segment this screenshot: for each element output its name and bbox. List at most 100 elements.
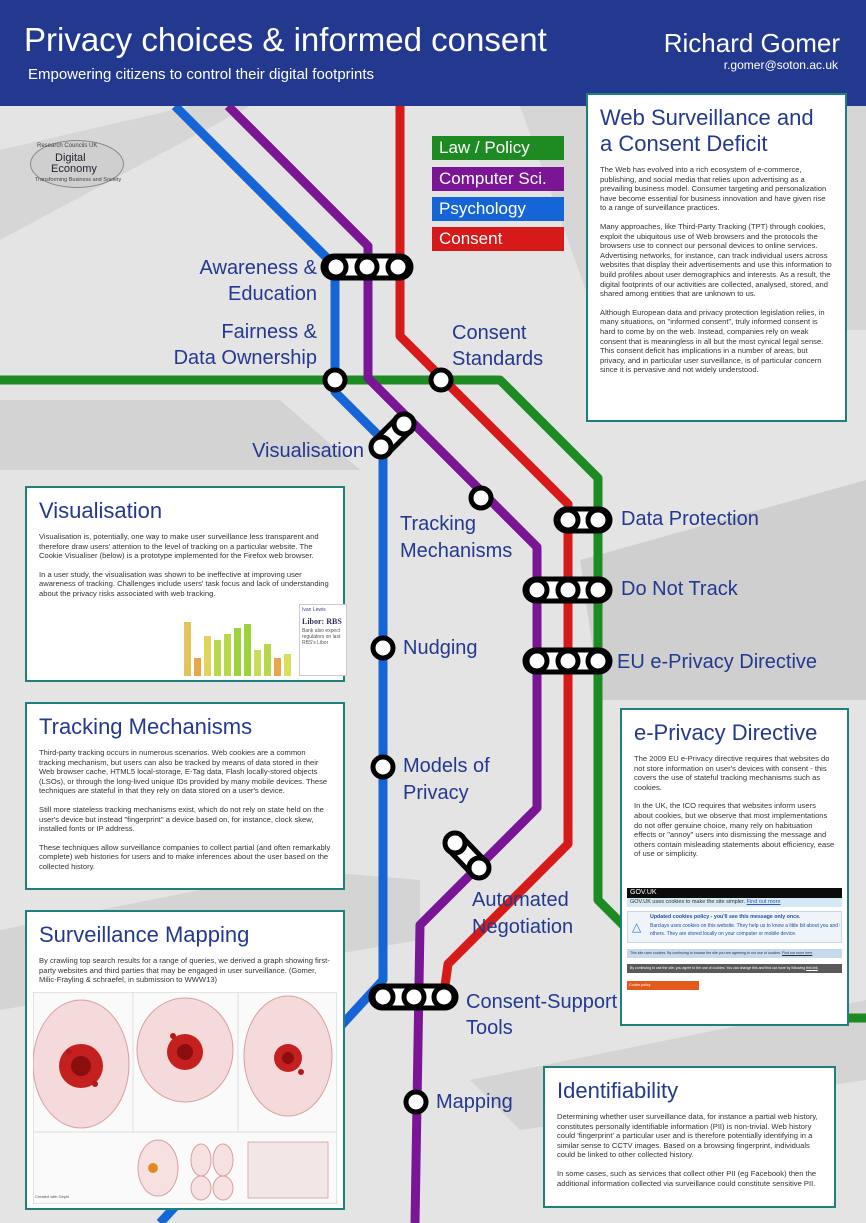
panel-paragraph: These techniques allow surveillance comp… bbox=[39, 842, 331, 871]
blue-line bbox=[156, 102, 388, 1223]
cookie-policy-bar: Cookie policy bbox=[627, 981, 842, 990]
panel-paragraph: In a user study, the visualisation was s… bbox=[39, 569, 329, 598]
label-data-protection: Data Protection bbox=[621, 508, 759, 530]
label-consent-standards-1: Consent bbox=[452, 322, 527, 344]
panel-tracking-mechanisms: Tracking Mechanisms Third-party tracking… bbox=[25, 702, 345, 890]
legend-psychology: Psychology bbox=[432, 197, 564, 221]
panel-paragraph: By crawling top search results for a ran… bbox=[39, 956, 330, 985]
thumb-text: regulators on last bbox=[302, 634, 341, 640]
panel-paragraph: Visualisation is, potentially, one way t… bbox=[39, 532, 319, 561]
dark-cookie-link[interactable]: this link bbox=[806, 966, 818, 970]
poster-title-text: Privacy choices & informed consent bbox=[24, 21, 547, 58]
interchange-awareness[interactable] bbox=[320, 253, 414, 281]
label-tracking-1: Tracking bbox=[400, 513, 476, 535]
logo-top-text: Research Councils UK bbox=[37, 143, 98, 149]
cookie-visualiser-bars bbox=[184, 622, 291, 676]
graph-caption: Created with Gephi bbox=[35, 1194, 70, 1199]
barclays-cookie-heading: Updated cookies policy - you'll see this… bbox=[650, 914, 801, 920]
panel-visualisation: Visualisation Visualisation is, potentia… bbox=[25, 486, 347, 682]
header-banner-overlay: Privacy choices & informed consent Empow… bbox=[0, 0, 866, 106]
station-nudging[interactable] bbox=[370, 635, 396, 661]
legend-computer-science: Computer Sci. bbox=[432, 167, 564, 191]
panel-paragraph: Many approaches, like Third-Party Tracki… bbox=[600, 221, 832, 299]
site-cookie-link[interactable]: Find out more here bbox=[782, 951, 813, 955]
panel-title-line2: a Consent Deficit bbox=[600, 131, 768, 156]
cookie-banner-examples: GOV.UK GOV.UK uses cookies to make the s… bbox=[627, 888, 842, 990]
govuk-cookie-text: GOV.UK uses cookies to make the site sim… bbox=[630, 899, 746, 905]
label-consent-support-1: Consent-Support bbox=[466, 991, 618, 1013]
thumb-text: Bank also expect bbox=[302, 628, 341, 634]
label-visualisation: Visualisation bbox=[252, 440, 364, 462]
station-mapping[interactable] bbox=[403, 1089, 429, 1115]
panel-paragraph: Although European data and privacy prote… bbox=[600, 307, 825, 375]
thumb-text: RBS's Libor bbox=[302, 640, 329, 646]
legend-consent: Consent bbox=[432, 227, 564, 251]
surveillance-graph-image bbox=[33, 992, 337, 1204]
panel-title: Visualisation bbox=[39, 498, 163, 523]
panel-paragraph: The 2009 EU e-Privacy directive requires… bbox=[634, 754, 830, 792]
label-tracking-2: Mechanisms bbox=[400, 540, 513, 562]
label-data-ownership: Data Ownership bbox=[173, 347, 317, 369]
background-band bbox=[580, 480, 866, 700]
panel-eprivacy-directive: e-Privacy Directive The 2009 EU e-Privac… bbox=[620, 708, 849, 1026]
interchange-data-protection[interactable] bbox=[553, 506, 613, 534]
panel-web-surveillance: Web Surveillance and a Consent Deficit Th… bbox=[586, 93, 847, 422]
govuk-banner-header: GOV.UK bbox=[627, 888, 842, 898]
news-thumbnail: Ivan Lewis Libor: RBS Bank also expect r… bbox=[299, 604, 347, 676]
barclays-cookie-text-2: others. They are stored locally on your … bbox=[650, 931, 797, 937]
panel-paragraph: Third-party tracking occurs in numerous … bbox=[39, 748, 328, 796]
station-consent-standards[interactable] bbox=[428, 367, 454, 393]
label-automated-2: Negotiation bbox=[472, 916, 574, 938]
interchange-eu-eprivacy[interactable] bbox=[522, 647, 613, 675]
label-consent-support-2: Tools bbox=[466, 1017, 513, 1039]
label-models-2: Privacy bbox=[403, 782, 469, 804]
purple-line bbox=[224, 102, 542, 1223]
govuk-find-out-more-link[interactable]: Find out more bbox=[746, 899, 781, 905]
logo-line2: Economy bbox=[51, 163, 97, 175]
author-name-text: Richard Gomer bbox=[663, 28, 840, 58]
dark-cookie-text: By continuing to use the site, you agree… bbox=[630, 966, 806, 970]
station-tracking[interactable] bbox=[468, 485, 494, 511]
site-cookie-banner: This site uses cookies. By continuing to… bbox=[627, 949, 842, 958]
panel-identifiability: Identifiability Determining whether user… bbox=[543, 1066, 836, 1208]
barclays-cookie-text: Barclays uses cookies on this website. T… bbox=[650, 923, 840, 929]
thumb-headline: Libor: RBS bbox=[302, 617, 342, 626]
interchange-visualisation[interactable] bbox=[368, 411, 417, 460]
panel-paragraph: Determining whether user surveillance da… bbox=[557, 1112, 818, 1160]
panel-title: Tracking Mechanisms bbox=[39, 714, 253, 739]
panel-surveillance-mapping: Surveillance Mapping By crawling top sea… bbox=[25, 910, 345, 1210]
panel-title-line1: Web Surveillance and bbox=[600, 105, 814, 130]
label-eu-eprivacy: EU e-Privacy Directive bbox=[617, 651, 818, 673]
dark-cookie-banner: By continuing to use the site, you agree… bbox=[627, 964, 842, 973]
panel-title: Surveillance Mapping bbox=[39, 922, 250, 947]
digital-economy-logo: Research Councils UK Digital Economy Tra… bbox=[30, 140, 124, 188]
panel-paragraph: In the UK, the ICO requires that website… bbox=[634, 801, 835, 859]
label-mapping: Mapping bbox=[436, 1091, 513, 1113]
govuk-cookie-banner: GOV.UK uses cookies to make the site sim… bbox=[627, 898, 842, 907]
cookie-policy-tab[interactable]: Cookie policy bbox=[627, 981, 699, 990]
panel-paragraph: In some cases, such as services that col… bbox=[557, 1168, 817, 1188]
background-band bbox=[0, 400, 360, 470]
label-fairness: Fairness & bbox=[221, 321, 317, 343]
label-education: Education bbox=[228, 283, 317, 305]
interchange-automated-negotiation[interactable] bbox=[442, 830, 492, 881]
poster-subtitle-text: Empowering citizens to control their dig… bbox=[28, 66, 374, 83]
site-cookie-text: This site uses cookies. By continuing to… bbox=[630, 951, 782, 955]
logo-line1: Digital bbox=[55, 152, 86, 164]
label-do-not-track: Do Not Track bbox=[621, 578, 738, 600]
panel-title: e-Privacy Directive bbox=[634, 720, 818, 745]
interchange-do-not-track[interactable] bbox=[522, 576, 613, 604]
info-triangle-icon: △ bbox=[632, 920, 642, 934]
panel-paragraph: The Web has evolved into a rich ecosyste… bbox=[600, 165, 827, 213]
label-automated-1: Automated bbox=[472, 889, 569, 911]
interchange-consent-support[interactable] bbox=[368, 983, 459, 1011]
panel-title: Identifiability bbox=[557, 1078, 679, 1103]
panel-title: Web Surveillance and a Consent Deficit bbox=[600, 105, 833, 157]
label-awareness: Awareness & bbox=[199, 257, 317, 279]
station-fairness[interactable] bbox=[322, 367, 348, 393]
label-consent-standards-2: Standards bbox=[452, 348, 544, 370]
legend-law-policy: Law / Policy bbox=[432, 136, 564, 160]
label-nudging: Nudging bbox=[403, 637, 478, 659]
station-models-of-privacy[interactable] bbox=[370, 754, 396, 780]
author-email-text[interactable]: r.gomer@soton.ac.uk bbox=[723, 58, 838, 72]
